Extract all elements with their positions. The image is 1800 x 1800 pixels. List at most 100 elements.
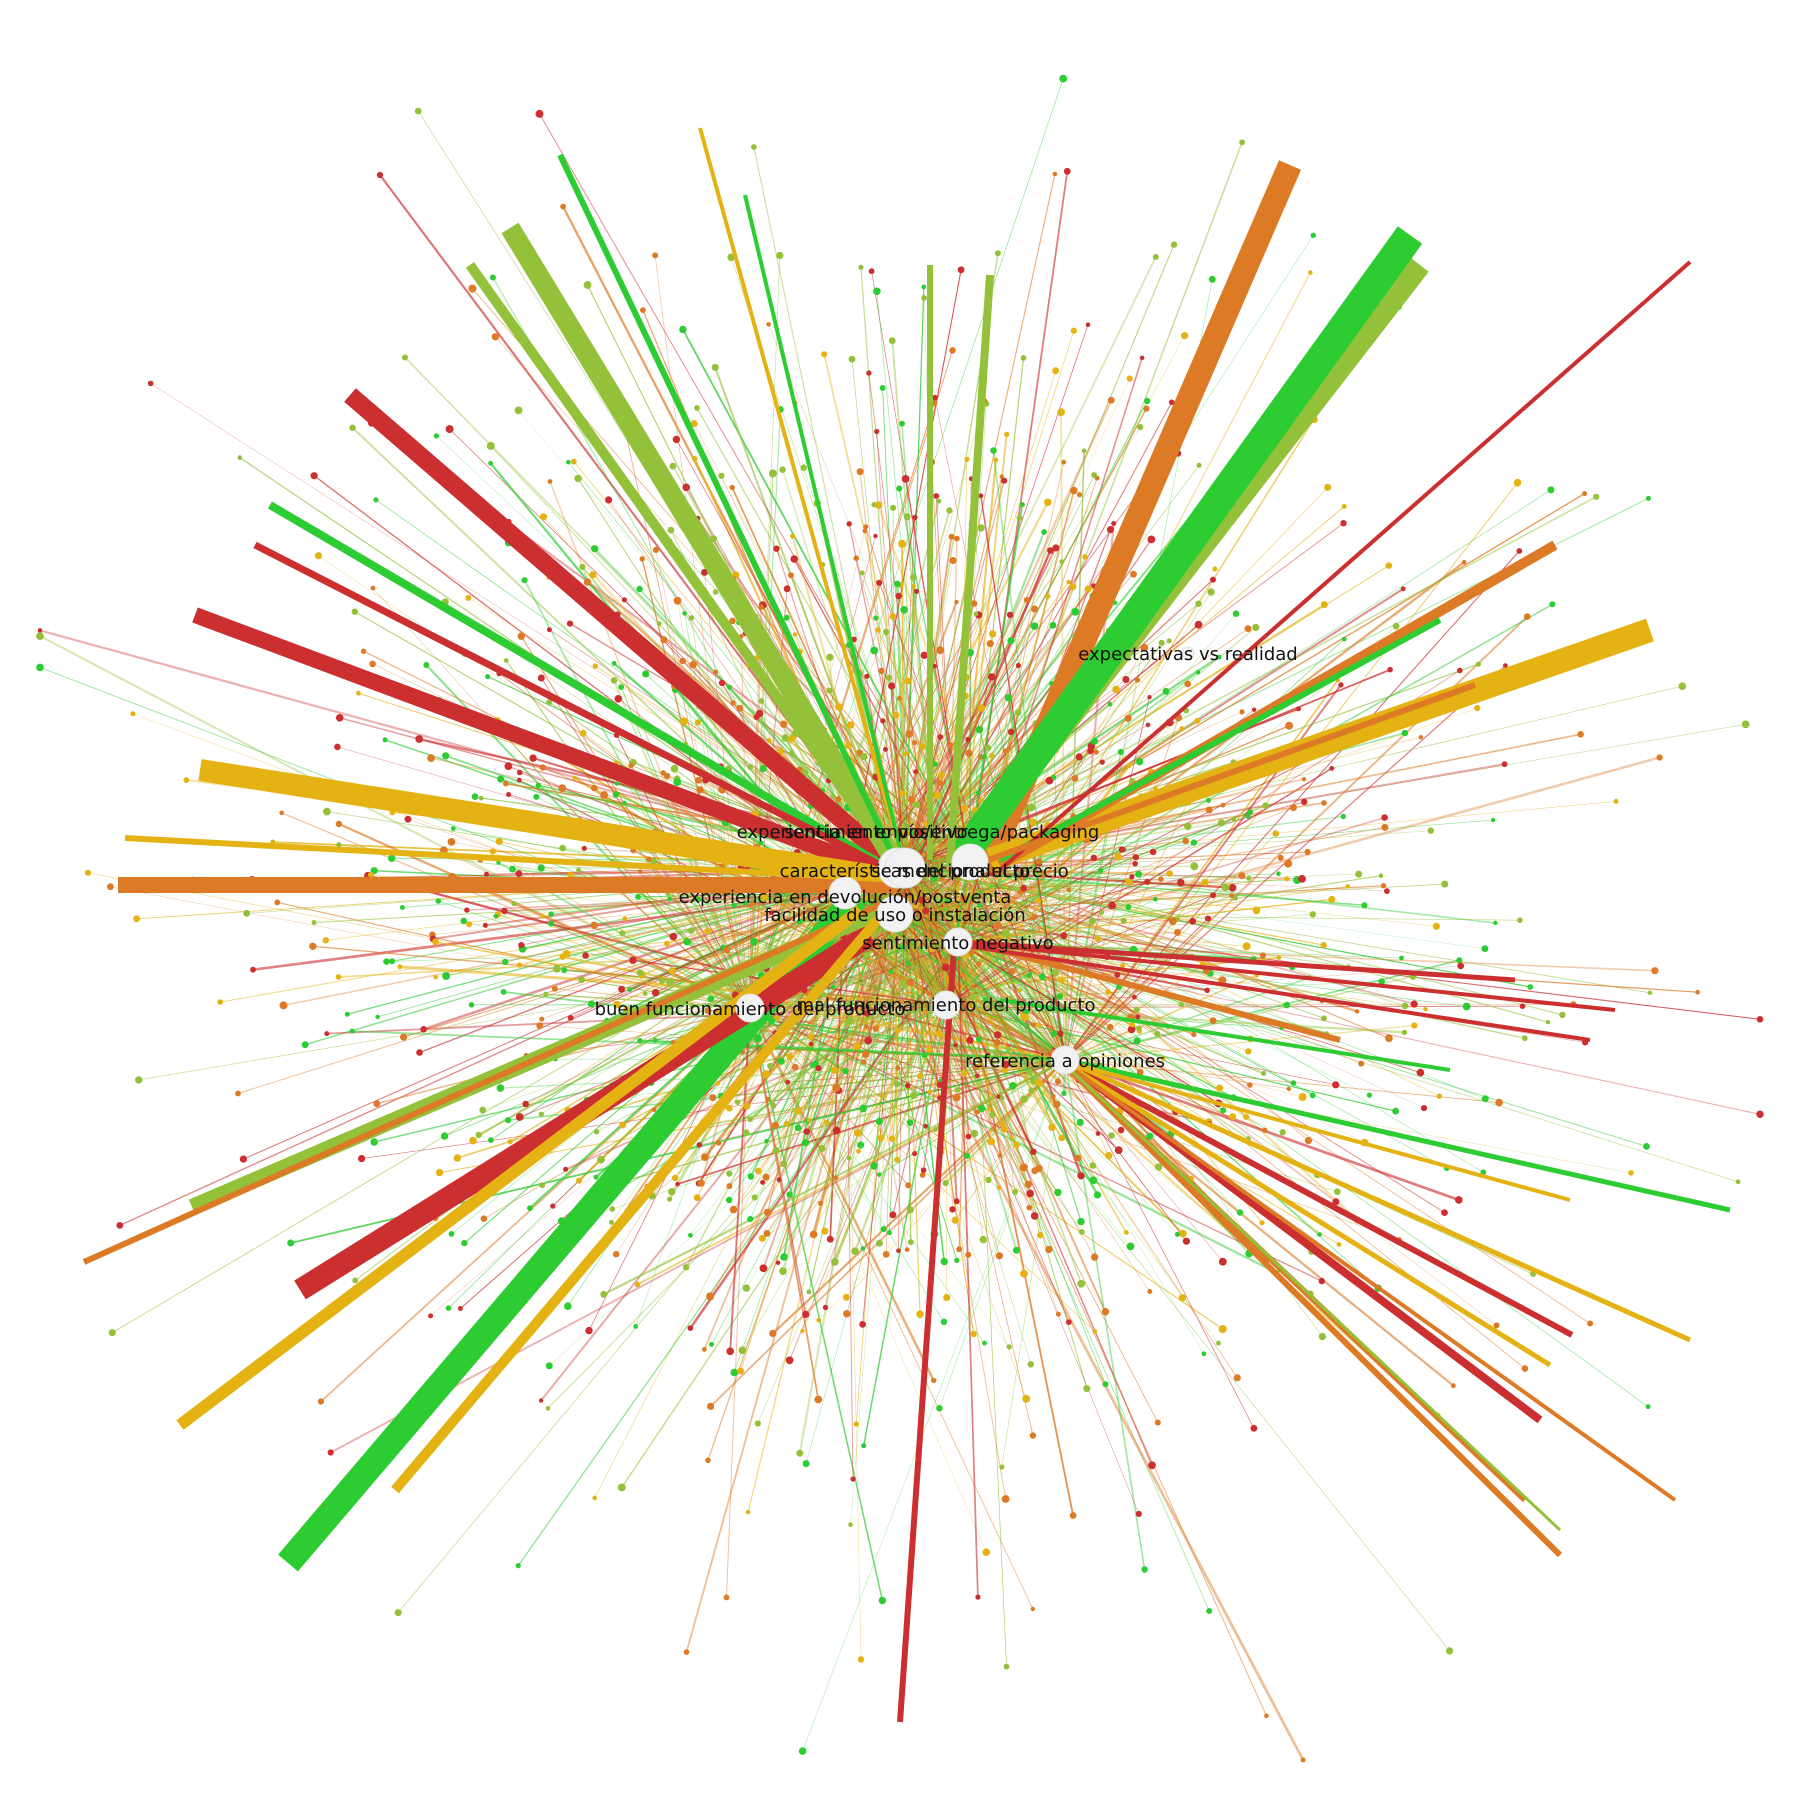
leaf-node bbox=[1120, 963, 1126, 969]
leaf-node bbox=[936, 498, 942, 504]
leaf-node bbox=[1016, 515, 1023, 521]
leaf-node bbox=[802, 1460, 810, 1468]
leaf-node bbox=[628, 762, 634, 769]
prominent-edge-orange bbox=[82, 902, 882, 1265]
leaf-node bbox=[1184, 822, 1192, 831]
leaf-node bbox=[764, 1138, 769, 1144]
leaf-node bbox=[896, 695, 902, 701]
leaf-node bbox=[888, 1135, 896, 1142]
leaf-node bbox=[445, 425, 454, 434]
leaf-node bbox=[687, 1325, 694, 1331]
leaf-node bbox=[1030, 622, 1039, 630]
leaf-node bbox=[1283, 1001, 1290, 1009]
leaf-node bbox=[1501, 761, 1508, 768]
leaf-node bbox=[1481, 1095, 1489, 1103]
leaf-node bbox=[1220, 802, 1226, 808]
thin-edge bbox=[969, 861, 1309, 1141]
thin-edge bbox=[957, 941, 971, 1041]
leaf-node bbox=[931, 1377, 937, 1384]
hub-label-experiencia-devolucion: experiencia en devolución/postventa bbox=[679, 887, 1012, 908]
leaf-node bbox=[642, 670, 650, 678]
thin-edge bbox=[749, 409, 782, 1009]
leaf-node bbox=[809, 1230, 818, 1239]
leaf-node bbox=[1031, 605, 1039, 613]
leaf-node bbox=[1135, 870, 1143, 878]
thin-edge bbox=[894, 885, 1384, 915]
leaf-node bbox=[936, 779, 944, 787]
thin-edge bbox=[945, 1004, 1303, 1098]
leaf-node bbox=[1380, 883, 1387, 889]
leaf-node bbox=[516, 962, 523, 968]
leaf-node bbox=[1243, 1113, 1250, 1120]
leaf-node bbox=[1052, 367, 1059, 375]
leaf-node bbox=[1301, 798, 1308, 806]
thin-edge bbox=[844, 431, 1184, 894]
leaf-node bbox=[466, 921, 473, 928]
leaf-node bbox=[940, 1257, 948, 1266]
leaf-node bbox=[994, 921, 1003, 930]
thin-edge bbox=[894, 913, 1095, 1258]
thin-edge bbox=[581, 979, 751, 1009]
leaf-node bbox=[488, 460, 493, 466]
leaf-node bbox=[1384, 888, 1390, 894]
leaf-node bbox=[1220, 1107, 1227, 1114]
leaf-node bbox=[1125, 904, 1132, 910]
leaf-node bbox=[500, 989, 507, 995]
leaf-node bbox=[1332, 1081, 1340, 1089]
leaf-node bbox=[911, 740, 918, 746]
leaf-node bbox=[1135, 1510, 1142, 1517]
leaf-node bbox=[617, 1483, 626, 1492]
leaf-node bbox=[693, 1194, 701, 1202]
leaf-node bbox=[1168, 917, 1177, 926]
thin-edge bbox=[1064, 1059, 1500, 1104]
leaf-node bbox=[1229, 1113, 1237, 1121]
leaf-node bbox=[723, 946, 731, 954]
leaf-node bbox=[614, 781, 619, 786]
leaf-node bbox=[1077, 1172, 1085, 1180]
leaf-node bbox=[758, 1234, 767, 1242]
leaf-node bbox=[1239, 139, 1245, 146]
leaf-node bbox=[314, 552, 323, 560]
thin-edge bbox=[939, 782, 1066, 1061]
leaf-node bbox=[844, 1000, 852, 1008]
leaf-node bbox=[1069, 1512, 1077, 1519]
leaf-node bbox=[835, 703, 843, 711]
hub-label-caracteristicas: características del producto bbox=[780, 861, 1031, 882]
leaf-node bbox=[1232, 610, 1240, 617]
leaf-node bbox=[882, 1251, 890, 1258]
leaf-node bbox=[763, 1230, 771, 1237]
leaf-node bbox=[1285, 721, 1294, 730]
leaf-node bbox=[846, 721, 855, 729]
leaf-node bbox=[1318, 1333, 1326, 1341]
thin-edge bbox=[957, 807, 1294, 943]
thin-edge bbox=[992, 863, 1066, 1061]
leaf-node bbox=[900, 606, 908, 614]
leaf-node bbox=[1107, 1023, 1114, 1031]
leaf-node bbox=[636, 969, 644, 976]
leaf-node bbox=[893, 1080, 901, 1088]
leaf-node bbox=[660, 636, 668, 644]
leaf-node bbox=[1152, 785, 1158, 791]
leaf-node bbox=[618, 684, 625, 690]
leaf-node bbox=[1527, 984, 1534, 990]
leaf-node bbox=[309, 942, 317, 950]
leaf-node bbox=[1179, 726, 1184, 731]
leaf-node bbox=[1132, 854, 1139, 861]
leaf-node bbox=[1251, 707, 1257, 712]
leaf-node bbox=[704, 927, 711, 935]
leaf-node bbox=[1181, 332, 1189, 340]
leaf-node bbox=[651, 989, 660, 997]
leaf-node bbox=[1002, 929, 1011, 938]
leaf-node bbox=[806, 1289, 812, 1295]
leaf-node bbox=[432, 938, 440, 946]
leaf-node bbox=[927, 1089, 933, 1095]
leaf-node bbox=[546, 627, 552, 633]
leaf-node bbox=[1245, 813, 1251, 819]
leaf-node bbox=[1741, 720, 1750, 729]
leaf-node bbox=[1084, 585, 1092, 593]
leaf-node bbox=[389, 958, 396, 965]
thin-edge bbox=[957, 941, 1219, 1104]
leaf-node bbox=[1147, 535, 1156, 544]
leaf-node bbox=[1462, 1002, 1471, 1011]
prominent-edge-red bbox=[344, 388, 906, 877]
